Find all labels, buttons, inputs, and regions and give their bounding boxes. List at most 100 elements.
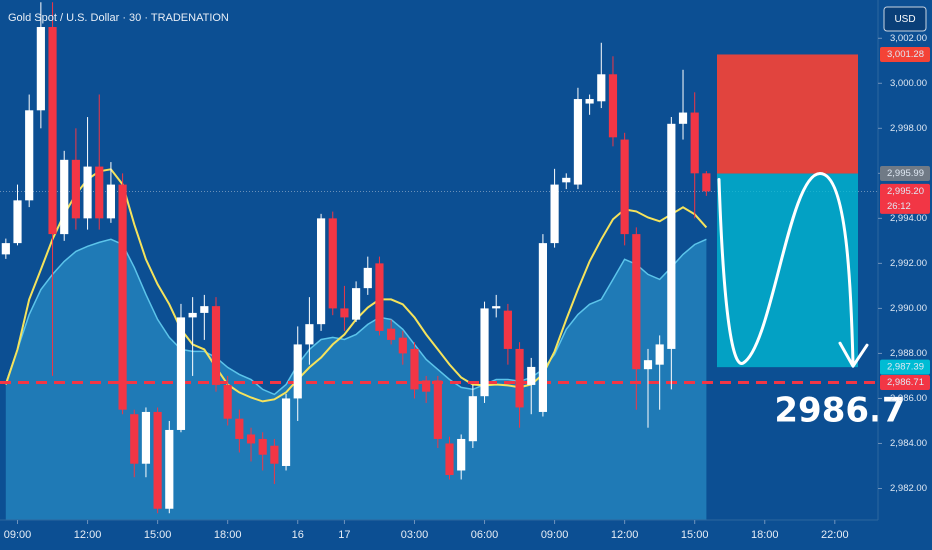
candle-body	[153, 411, 162, 509]
x-tick-label: 22:00	[821, 529, 849, 541]
label-layer: 3,002.003,000.002,998.002,996.002,994.00…	[4, 33, 930, 541]
candle-body	[165, 429, 174, 509]
y-tick-label: 2,984.00	[890, 438, 927, 449]
chart-title: Gold Spot / U.S. Dollar · 30 · TRADENATI…	[8, 12, 229, 24]
countdown-label: 26:12	[887, 201, 911, 212]
candle-body	[305, 324, 314, 345]
x-tick-label: 03:00	[401, 529, 429, 541]
price-tag-label: 3,001.28	[887, 49, 924, 60]
price-tag-label: 2,995.20	[887, 186, 924, 197]
candle-body	[387, 328, 396, 340]
band-area	[5, 239, 707, 521]
candle-body	[352, 288, 361, 320]
price-tag	[880, 374, 930, 390]
x-tick-label: 15:00	[144, 529, 172, 541]
candle-body	[118, 184, 127, 410]
x-tick-label: 17	[338, 529, 350, 541]
candle-body	[188, 312, 197, 318]
candle-body	[95, 166, 104, 219]
candle-body	[690, 112, 699, 174]
candle-body	[25, 110, 34, 201]
y-tick-label: 2,988.00	[890, 348, 927, 359]
y-tick-label: 3,002.00	[890, 33, 927, 44]
target-zone	[717, 173, 858, 368]
x-tick-label: 12:00	[611, 529, 639, 541]
candle-body	[375, 263, 384, 331]
candle-body	[223, 384, 232, 419]
candle-body	[667, 123, 676, 349]
candle-body	[597, 74, 606, 102]
candle-body	[270, 445, 279, 464]
candle-body	[211, 306, 221, 385]
price-tag	[880, 359, 930, 375]
y-tick-label: 2,990.00	[890, 303, 927, 314]
price-tag-label: 2,987.39	[887, 362, 924, 373]
candle-body	[527, 366, 536, 385]
candle-body	[363, 267, 372, 289]
candle-body	[235, 418, 244, 439]
candle-body	[410, 348, 419, 390]
price-tag	[880, 166, 930, 182]
candle-body	[281, 398, 291, 466]
x-tick-label: 18:00	[751, 529, 779, 541]
y-tick-label: 2,982.00	[890, 483, 927, 494]
candle-body	[328, 218, 337, 309]
candle-layer	[1, 2, 711, 514]
candle-body	[445, 443, 454, 475]
candle-body	[60, 159, 69, 235]
price-tag	[880, 183, 930, 214]
candle-body	[316, 218, 326, 325]
candle-body	[562, 177, 571, 183]
candle-body	[608, 74, 618, 138]
candle-body	[48, 27, 57, 235]
price-tag	[880, 46, 930, 62]
x-tick-label: 18:00	[214, 529, 242, 541]
candle-body	[550, 184, 559, 244]
y-tick-label: 3,000.00	[890, 78, 927, 89]
x-tick-label: 09:00	[541, 529, 569, 541]
candle-body	[422, 380, 431, 392]
price-tag-label: 2,995.99	[887, 168, 924, 179]
position-layer: 2986.7	[717, 54, 906, 431]
candle-body	[643, 360, 653, 370]
candle-body	[200, 306, 209, 313]
currency-label[interactable]: USD	[894, 14, 915, 25]
y-tick-label: 2,998.00	[890, 123, 927, 134]
y-tick-label: 2,994.00	[890, 213, 927, 224]
candle-body	[36, 27, 45, 111]
price-tag-label: 2,986.71	[887, 377, 924, 388]
candle-body	[141, 411, 151, 464]
y-tick-label: 2,992.00	[890, 258, 927, 269]
candle-body	[585, 99, 594, 104]
candle-body	[468, 396, 477, 442]
candle-body	[130, 414, 139, 464]
candle-body	[176, 317, 186, 430]
candle-body	[678, 112, 688, 124]
candle-body	[515, 348, 524, 408]
x-tick-label: 16	[292, 529, 304, 541]
x-tick-label: 06:00	[471, 529, 499, 541]
candle-body	[480, 308, 489, 397]
candle-body	[83, 166, 92, 219]
candle-body	[702, 173, 711, 192]
candle-body	[106, 184, 116, 219]
candle-body	[573, 99, 583, 185]
currency-button[interactable]	[883, 6, 927, 32]
candle-body	[1, 243, 10, 255]
projection-arrow	[838, 341, 869, 368]
candle-body	[258, 438, 267, 455]
candle-body	[655, 344, 664, 365]
x-tick-label: 09:00	[4, 529, 32, 541]
y-tick-label: 2,986.00	[890, 393, 927, 404]
candle-body	[620, 139, 629, 235]
candle-body	[492, 306, 501, 309]
candle-body	[398, 337, 407, 354]
candle-body	[632, 234, 641, 370]
candle-body	[340, 308, 349, 318]
candle-body	[246, 434, 256, 444]
candle-body	[503, 310, 512, 349]
candle-body	[71, 159, 80, 219]
candle-body	[538, 243, 547, 412]
